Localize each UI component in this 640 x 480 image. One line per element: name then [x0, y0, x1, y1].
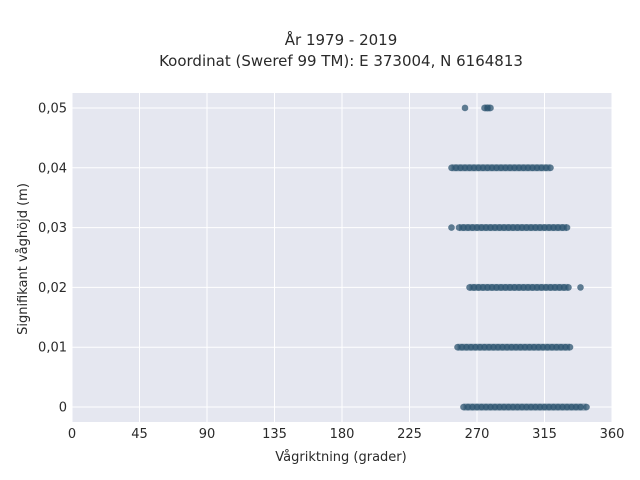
x-axis-label: Vågriktning (grader): [275, 450, 406, 465]
data-point: [566, 343, 574, 351]
y-tick-label: 0,04: [38, 161, 67, 176]
data-point: [583, 403, 590, 411]
y-tick-label: 0,01: [38, 341, 67, 356]
x-tick-label: 225: [397, 427, 422, 442]
y-axis-label: Signifikant våghöjd (m): [16, 183, 31, 335]
data-point: [448, 224, 455, 231]
x-tick-label: 135: [262, 427, 287, 442]
data-point: [577, 403, 584, 411]
data-point: [577, 284, 584, 291]
x-tick-label: 90: [199, 427, 216, 442]
y-tick-label: 0: [59, 401, 67, 416]
x-tick-label: 45: [131, 427, 148, 442]
y-tick-label: 0,05: [38, 101, 67, 116]
chart-title-line2: Koordinat (Sweref 99 TM): E 373004, N 61…: [159, 52, 523, 70]
x-tick-label: 0: [68, 427, 76, 442]
y-tick-label: 0,02: [38, 281, 67, 296]
x-tick-label: 360: [600, 427, 625, 442]
data-point: [461, 104, 469, 112]
x-tick-label: 270: [465, 427, 490, 442]
data-point: [487, 104, 494, 112]
data-point: [547, 164, 554, 172]
chart-title-line1: År 1979 - 2019: [285, 30, 398, 49]
x-axis-ticks: 0 45 90 135 180 225 270 315 360: [68, 427, 625, 442]
x-tick-label: 180: [330, 427, 355, 442]
data-point: [563, 224, 571, 231]
data-point: [565, 284, 572, 291]
x-tick-label: 315: [532, 427, 557, 442]
data-points: [448, 104, 590, 411]
y-axis-ticks: 0 0,01 0,02 0,03 0,04 0,05: [38, 101, 67, 415]
y-tick-label: 0,03: [38, 221, 67, 236]
